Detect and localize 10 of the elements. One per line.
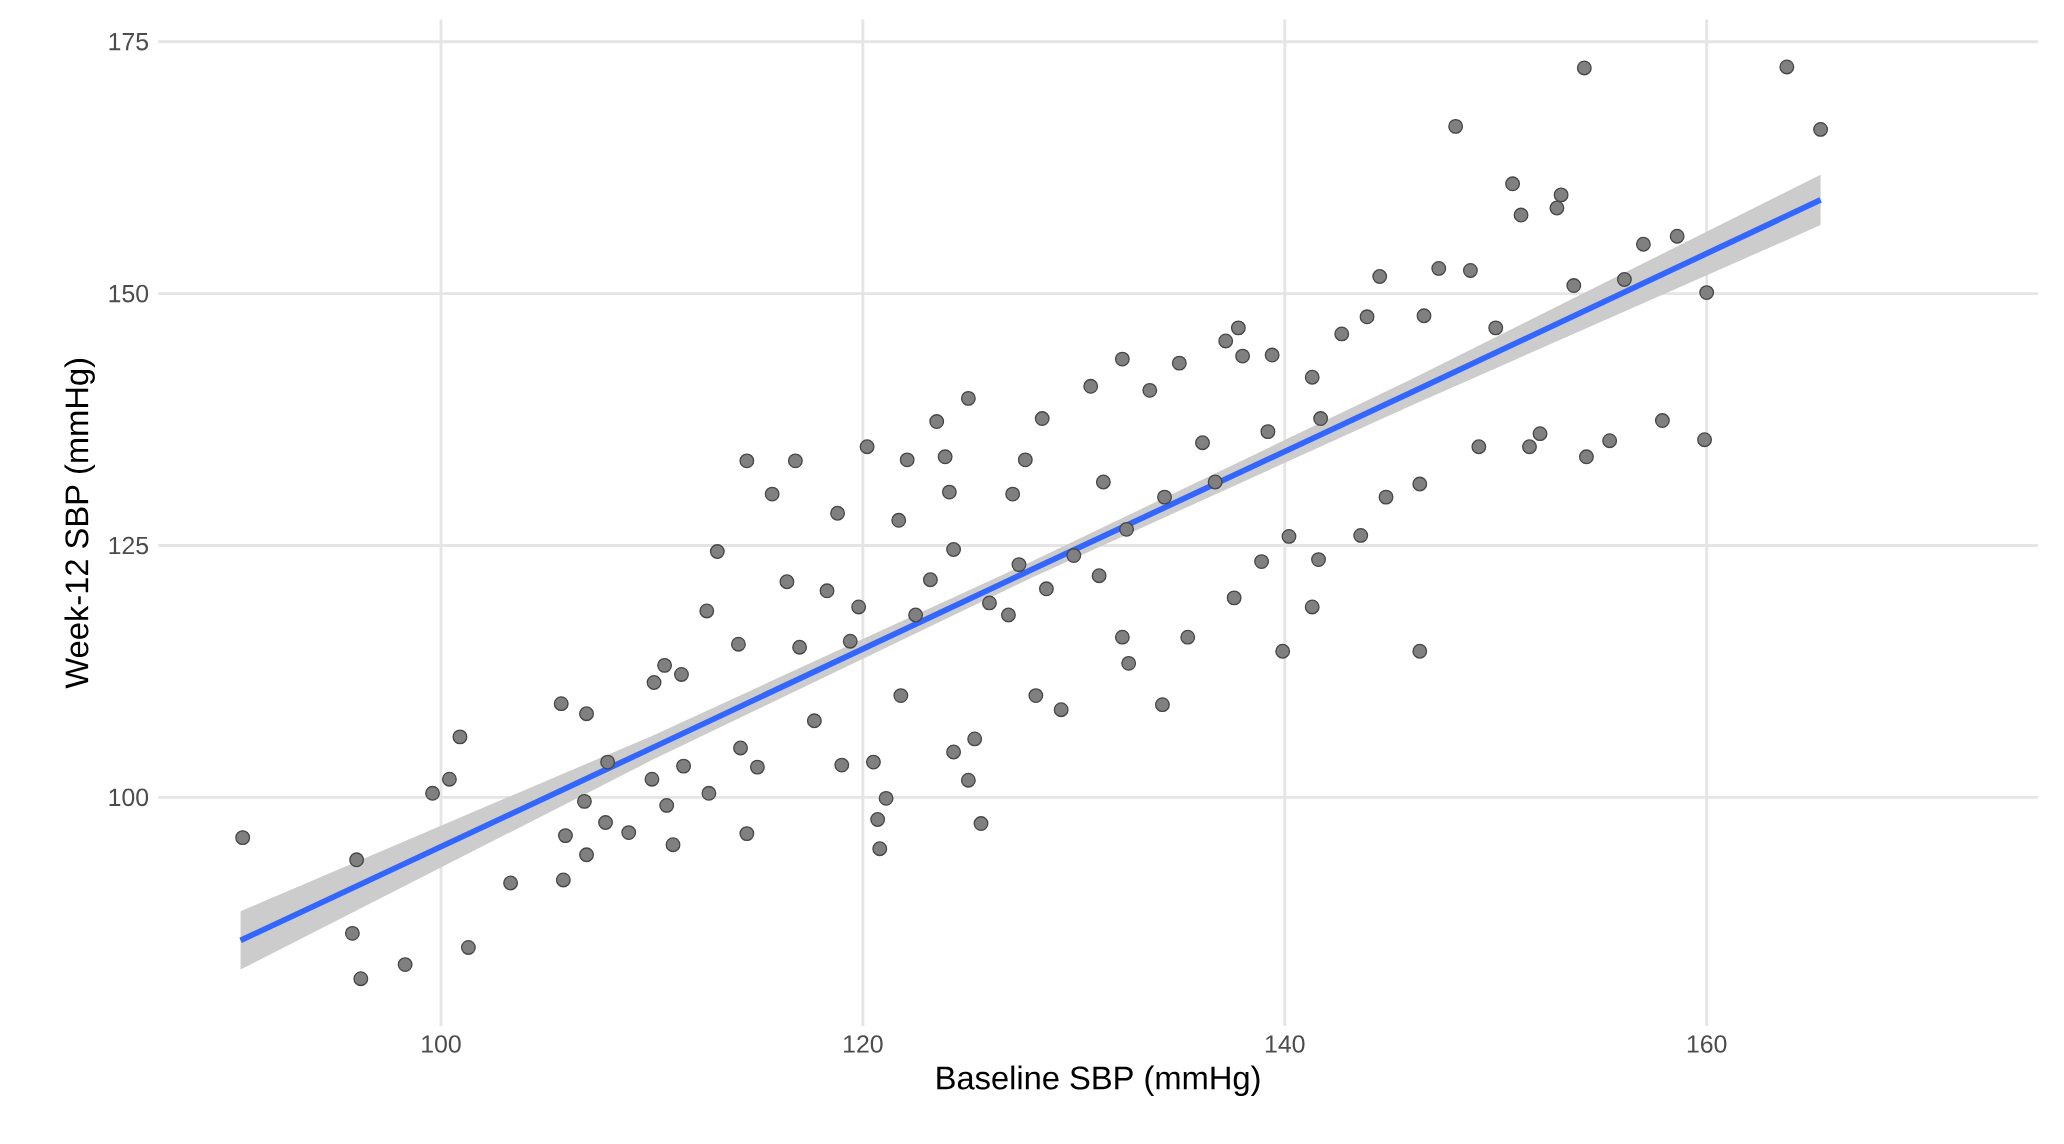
x-tick-label: 100	[422, 1035, 461, 1054]
y-tick-label: 150	[109, 284, 149, 303]
x-axis-title: Baseline SBP (mmHg)	[937, 1065, 1260, 1097]
y-axis-title: Week-12 SBP (mmHg)	[64, 359, 95, 689]
y-tick-label: 175	[109, 33, 149, 51]
x-tick-label: 120	[844, 1035, 883, 1054]
y-tick-label: 125	[109, 536, 149, 555]
y-tick-label: 100	[109, 788, 149, 807]
x-tick-label: 160	[1687, 1035, 1727, 1054]
x-tick-label: 140	[1265, 1035, 1305, 1054]
